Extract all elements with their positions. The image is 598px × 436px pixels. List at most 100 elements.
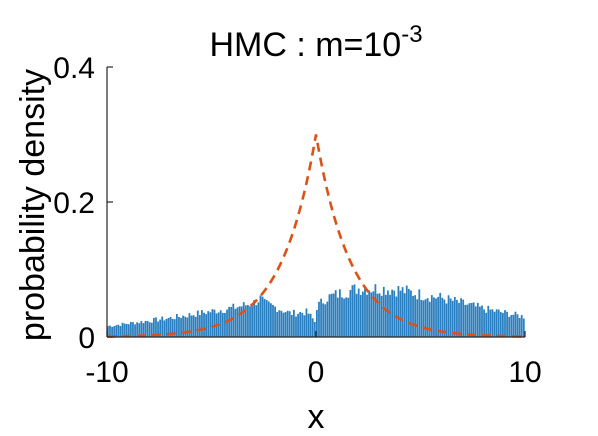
histogram-bar (190, 315, 193, 337)
histogram-bar (316, 310, 318, 337)
histogram-bar (129, 321, 132, 337)
histogram-bar (186, 317, 189, 337)
histogram-bar (493, 311, 496, 337)
histogram-bar (443, 299, 446, 337)
histogram-bar (504, 310, 506, 337)
histogram-bar (226, 309, 228, 337)
histogram-bar (374, 284, 377, 337)
histogram-bar (303, 315, 306, 337)
histogram-bar (322, 303, 325, 337)
histogram-bar (479, 306, 481, 337)
histogram-bar (228, 306, 231, 337)
histogram-bar (378, 293, 381, 337)
chart-title: HMC : m=10-3 (209, 21, 422, 64)
histogram-bar (464, 304, 467, 337)
histogram-bar (119, 326, 122, 337)
histogram-bar (240, 306, 243, 337)
histogram-bar (188, 313, 191, 337)
histogram-bar (407, 288, 410, 337)
histogram-bar (506, 311, 508, 337)
histogram-bar (418, 289, 421, 337)
histogram-bar (345, 297, 348, 337)
histogram-bar (370, 292, 373, 337)
histogram-bar (121, 322, 124, 337)
histogram-bar (253, 300, 256, 337)
histogram-bar (205, 314, 208, 337)
histogram-bar (111, 326, 113, 337)
histogram-bar (445, 303, 448, 337)
histogram-bar (125, 323, 128, 337)
histogram-bar (437, 296, 440, 337)
histogram-bar (320, 298, 322, 337)
histogram-bar (376, 293, 379, 337)
y-tick-label: 0.2 (53, 187, 95, 220)
histogram-bar (280, 310, 283, 337)
histogram-bar (420, 299, 423, 337)
histogram-bar (343, 298, 345, 337)
histogram-bar (209, 312, 212, 337)
histogram-bar (416, 299, 419, 337)
histogram-bar (387, 290, 389, 337)
histogram-bar (234, 308, 237, 337)
histogram-bar (224, 312, 226, 337)
histogram-bar (196, 310, 199, 337)
histogram-bar (257, 302, 260, 337)
x-tick-label: 10 (508, 356, 541, 389)
histogram-bar (167, 317, 170, 337)
histogram-bar (336, 297, 339, 337)
histogram-bar (146, 321, 149, 337)
histogram-bar (267, 301, 270, 337)
histogram-bar (278, 310, 281, 337)
histogram-bar (270, 303, 272, 337)
histogram-bar (184, 316, 187, 337)
histogram-bar (207, 311, 210, 337)
histogram-bar (474, 306, 477, 337)
x-tick-label: -10 (85, 356, 128, 389)
ticks: 00.20.4-10 0 10 (53, 52, 541, 389)
histogram-bar (366, 294, 368, 337)
histogram-bar (107, 326, 109, 337)
y-tick-label: 0.4 (53, 52, 95, 85)
histogram-bar (159, 319, 162, 337)
histogram-bar (334, 290, 337, 337)
histogram-bar (221, 312, 224, 337)
histogram-bar (384, 294, 387, 337)
histogram-bar (265, 300, 268, 337)
histogram-bar (313, 321, 316, 337)
y-axis-label: probability density (14, 69, 52, 341)
histogram-bar (351, 285, 354, 337)
histogram-bar (414, 295, 417, 337)
histogram-bar (171, 318, 174, 337)
histogram-bar (499, 312, 502, 337)
histogram-bar (441, 297, 444, 337)
histogram-bar (460, 298, 462, 337)
histogram-bar (514, 311, 517, 337)
histogram-bar (476, 302, 479, 337)
histogram-bar (180, 317, 182, 337)
histogram-bar (255, 305, 258, 337)
histogram-bar (430, 295, 433, 337)
histogram-bar (391, 289, 394, 337)
histogram-bar (127, 324, 130, 337)
histogram-bar (368, 290, 371, 337)
histogram-bar (311, 318, 314, 337)
histogram-bar (355, 293, 358, 337)
histogram-bar (470, 302, 473, 337)
histogram-bar (232, 303, 235, 337)
histogram-bar (238, 306, 241, 337)
histogram-bar (447, 295, 450, 337)
histogram-bar (182, 315, 185, 337)
histogram-bar (157, 321, 159, 337)
histogram-bar (198, 315, 201, 337)
histogram-bar (173, 319, 176, 337)
histogram-bar (150, 322, 153, 337)
histogram-bar (152, 317, 155, 337)
histogram-bar (309, 313, 312, 337)
histogram-bar (485, 312, 488, 337)
histogram-bar (324, 304, 327, 337)
histogram-bar (169, 316, 172, 337)
histogram-bar (495, 309, 498, 337)
histogram-bar (382, 286, 385, 337)
y-tick-label: 0 (78, 322, 95, 355)
